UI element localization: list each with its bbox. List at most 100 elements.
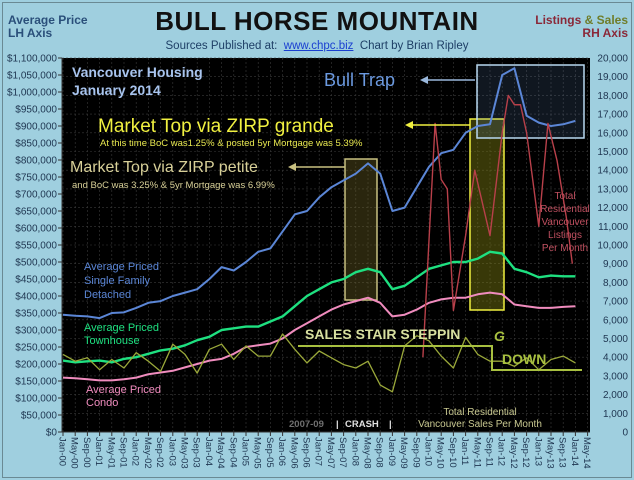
crash-label: CRASH [345, 419, 379, 430]
series-sales-line [62, 333, 576, 393]
y-left-tick-label: $800,000 [15, 156, 57, 167]
y-right-tick-label: 7,000 [603, 297, 628, 308]
zirp-petite-box [344, 158, 378, 301]
x-tick-label: May-00 [69, 437, 80, 469]
x-tick-label: Sep-08 [374, 437, 385, 468]
x-axis: Jan-00 May-00 Sep-00 Jan-01 May-01 Sep-01 Jan-… [57, 431, 592, 469]
zirp-petite-note: and BoC was 3.25% & 5yr Mortgage was 6.9… [72, 180, 275, 191]
y-left-tick-label: $700,000 [15, 190, 57, 201]
detached-label-3: Detached [84, 289, 131, 301]
x-tick-label: Jan-04 [203, 437, 214, 466]
series-townhouse-line [62, 250, 576, 364]
left-axis-title-line1: Average Price [8, 13, 88, 27]
y-right-tick-label: 16,000 [597, 128, 628, 139]
zirp-grande-note: At this time BoC was1.25% & posted 5yr M… [100, 138, 363, 149]
zirp-petite-arrowhead [288, 163, 296, 171]
right-axis-sales-label: Sales [596, 13, 628, 27]
x-tick-label: May-03 [179, 437, 190, 469]
chart-subtitle: Sources Published at: www.chpc.biz Chart… [0, 40, 634, 52]
y-left-tick-label: $250,000 [15, 343, 57, 354]
x-tick-label: May-04 [215, 437, 226, 469]
x-tick-label: May-07 [325, 437, 336, 469]
y-right-tick-label: 17,000 [597, 110, 628, 121]
x-tick-label: Jan-06 [276, 437, 287, 466]
series-detached-line [62, 67, 576, 320]
x-tick-label: May-13 [545, 437, 556, 469]
sales-label-1: Total Residential [443, 407, 516, 418]
y-right-tick-label: 10,000 [597, 241, 628, 252]
y-left-tick-label: $550,000 [15, 241, 57, 252]
detached-label-2: Single Family [84, 275, 151, 287]
y-left-tick-label: $650,000 [15, 207, 57, 218]
detached-label-1: Average Priced [84, 261, 159, 273]
y-left-tick-label: $500,000 [15, 258, 57, 269]
x-tick-label: Jan-01 [93, 437, 104, 466]
left-axis-title: Average Price LH Axis [8, 14, 88, 40]
x-tick-label: Sep-11 [484, 437, 495, 467]
y-right-tick-label: 5,000 [603, 334, 628, 345]
y-left-tick-label: $750,000 [15, 173, 57, 184]
y-left-tick-label: $450,000 [15, 275, 57, 286]
y-right-tick-label: 3,000 [603, 371, 628, 382]
x-tick-label: Sep-02 [154, 437, 165, 468]
y-right-tick-label: 12,000 [597, 203, 628, 214]
left-axis-title-line2: LH Axis [8, 26, 53, 40]
x-tick-label: May-02 [142, 437, 153, 469]
townhouse-label-2: Townhouse [84, 335, 140, 347]
x-tick-label: Sep-01 [118, 437, 129, 468]
right-axis-title: Listings & Sales RH Axis [535, 14, 628, 40]
crash-sep2: | [389, 419, 392, 430]
y-right-tick-label: 15,000 [597, 147, 628, 158]
y-left-tick-label: $200,000 [15, 360, 57, 371]
region-label-1: Vancouver Housing [72, 64, 203, 80]
y-left-tick-label: $50,000 [21, 411, 58, 422]
listings-label-2: Residential [540, 204, 589, 215]
y-left-tick-label: $400,000 [15, 292, 57, 303]
x-tick-label: May-10 [435, 437, 446, 469]
x-tick-label: May-11 [471, 437, 482, 468]
y-left-tick-label: $0 [46, 428, 58, 439]
y-right-tick-label: 4,000 [603, 353, 628, 364]
x-tick-label: Jan-00 [57, 437, 68, 466]
listings-label-3: Vancouver [541, 217, 589, 228]
y-right-tick-label: 9,000 [603, 259, 628, 270]
x-tick-label: Jan-10 [423, 437, 434, 466]
x-tick-label: Jan-02 [130, 437, 141, 466]
series-condo-line [62, 291, 576, 382]
listings-label-4: Listings [548, 230, 582, 241]
x-tick-label: May-14 [581, 437, 592, 469]
chart-title: BULL HORSE MOUNTAIN [155, 6, 479, 36]
x-tick-label: May-09 [398, 437, 409, 469]
x-tick-label: Jan-03 [166, 437, 177, 466]
x-tick-label: Sep-05 [264, 437, 275, 468]
zirp-grande-arrowhead [405, 121, 413, 129]
y-right-tick-label: 8,000 [603, 278, 628, 289]
y-right-tick-label: 19,000 [597, 72, 628, 83]
sources-link[interactable]: www.chpc.biz [283, 40, 354, 52]
bull-trap-label: Bull Trap [324, 70, 395, 90]
x-tick-label: Sep-07 [337, 437, 348, 468]
right-axis-title-line2: RH Axis [582, 26, 628, 40]
zirp-petite-label: Market Top via ZIRP petite [70, 159, 258, 176]
y-left-tick-label: $150,000 [15, 377, 57, 388]
x-tick-label: Jan-11 [459, 437, 470, 465]
x-tick-label: Sep-00 [81, 437, 92, 468]
condo-label-1: Average Priced [86, 384, 161, 396]
x-tick-label: Jan-08 [349, 437, 360, 466]
stair-step-line [298, 345, 582, 371]
sources-prefix: Sources Published at: [165, 40, 278, 52]
crash-years: 2007-09 [289, 419, 324, 430]
x-tick-label: Jan-14 [569, 437, 580, 466]
y-left-tick-label: $950,000 [15, 105, 57, 116]
x-tick-label: Sep-12 [520, 437, 531, 468]
x-tick-label: Jan-13 [532, 437, 543, 466]
y-right-tick-label: 20,000 [597, 54, 628, 65]
x-tick-label: Jan-12 [496, 437, 507, 466]
y-left-tick-label: $300,000 [15, 326, 57, 337]
series-listings-line [422, 94, 574, 358]
y-axis-right: 0 1,000 2,000 3,000 4,000 5,000 6,000 7,000 8,00… [597, 54, 628, 439]
region-label-2: January 2014 [72, 82, 161, 98]
condo-label-2: Condo [86, 397, 118, 409]
x-tick-label: Jan-09 [386, 437, 397, 466]
